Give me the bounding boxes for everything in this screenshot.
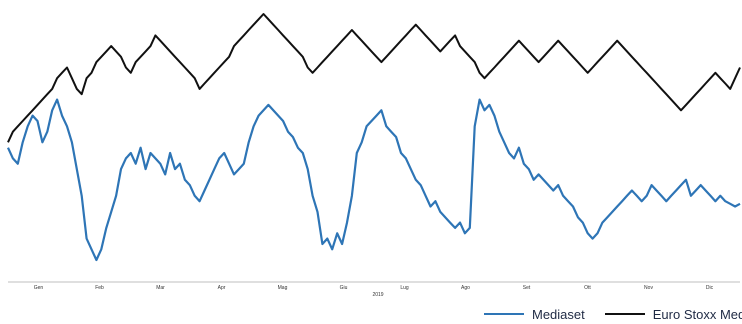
series-line-euro-stoxx-media <box>7 13 741 143</box>
x-axis: Gen Feb Mar Apr Mag Giu Lug Ago Set Ott Nov Dic <box>8 281 740 291</box>
x-tick-label: Ott <box>584 285 591 291</box>
x-tick-label: Set <box>523 285 531 291</box>
x-tick-label: Lug <box>400 285 409 291</box>
x-tick-label: Dic <box>706 285 714 291</box>
legend-item-mediaset: Mediaset <box>484 307 585 322</box>
legend-swatch-mediaset <box>484 313 524 315</box>
x-tick-label: Mar <box>156 285 165 291</box>
x-tick-label: Feb <box>95 285 104 291</box>
series-line-mediaset <box>6 98 741 262</box>
legend: Mediaset Euro Stoxx Media <box>484 306 742 322</box>
x-axis-year-label: 2019 <box>372 292 383 298</box>
x-tick-label: Apr <box>218 285 226 291</box>
x-tick-label: Giu <box>340 285 348 291</box>
line-chart: Gen Feb Mar Apr Mag Giu Lug Ago Set Ott Nov Dic 201… <box>6 13 741 298</box>
x-tick-label: Nov <box>644 285 653 291</box>
legend-label-mediaset: Mediaset <box>532 306 585 322</box>
x-tick-label: Ago <box>461 285 470 291</box>
legend-swatch-euro-stoxx-media <box>604 313 645 315</box>
legend-label-euro-stoxx-media: Euro Stoxx Media <box>652 306 742 322</box>
legend-item-euro-stoxx-media: Euro Stoxx Media <box>604 306 742 322</box>
x-tick-label: Gen <box>34 285 44 291</box>
plot-area <box>6 13 741 262</box>
x-tick-label: Mag <box>278 285 288 291</box>
